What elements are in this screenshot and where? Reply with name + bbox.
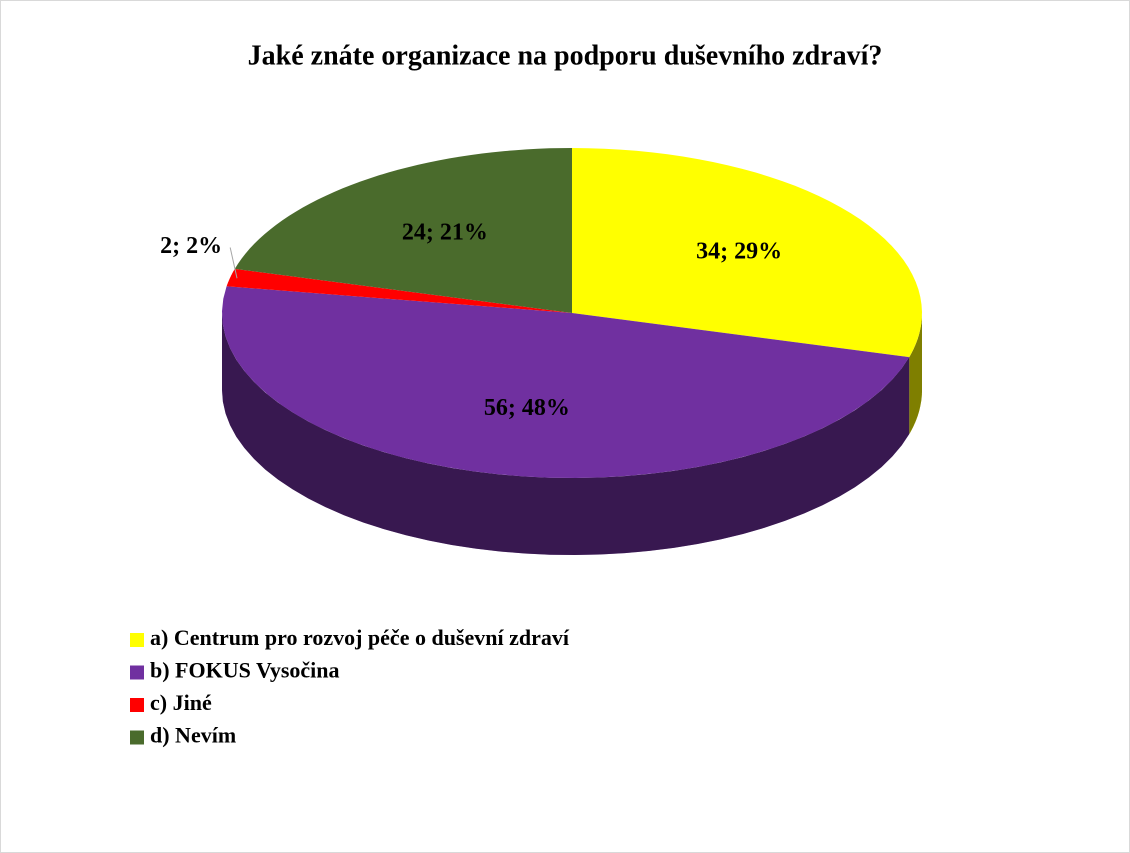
legend-swatch: [130, 665, 144, 680]
chart-title: Jaké znáte organizace na podporu duševní…: [248, 40, 883, 71]
data-label: 56; 48%: [484, 395, 570, 421]
pie-side-shade: [222, 313, 910, 555]
pie-slice: [222, 286, 910, 478]
pie-slice: [234, 148, 573, 313]
leader-line: [229, 247, 238, 279]
legend-swatch: [130, 698, 144, 712]
pie-slice: [572, 148, 922, 358]
legend-swatch: [130, 633, 144, 647]
legend-label: a) Centrum pro rozvoj péče o duševní zdr…: [150, 625, 570, 650]
data-label: 34; 29%: [696, 239, 782, 265]
pie-side-shade: [909, 313, 922, 435]
data-label: 2; 2%: [160, 233, 222, 259]
legend-label: d) Nevím: [150, 723, 236, 748]
legend-label: b) FOKUS Vysočina: [150, 658, 340, 683]
pie-slice: [226, 268, 572, 313]
legend-swatch: [130, 730, 144, 745]
legend-label: c) Jiné: [150, 690, 212, 715]
data-label: 24; 21%: [402, 220, 488, 246]
